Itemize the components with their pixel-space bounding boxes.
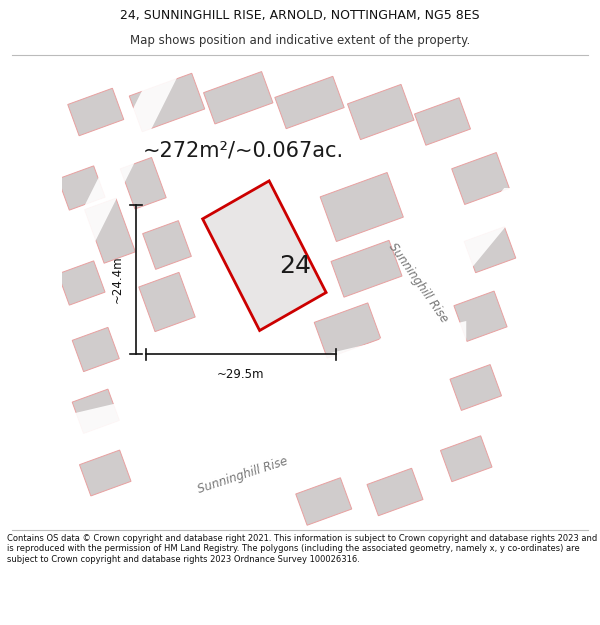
Polygon shape [72,389,119,433]
Polygon shape [139,272,195,332]
Text: Contains OS data © Crown copyright and database right 2021. This information is : Contains OS data © Crown copyright and d… [7,534,598,564]
Polygon shape [440,436,492,482]
Polygon shape [367,468,423,516]
Text: 24, SUNNINGHILL RISE, ARNOLD, NOTTINGHAM, NG5 8ES: 24, SUNNINGHILL RISE, ARNOLD, NOTTINGHAM… [120,9,480,22]
Text: ~272m²/~0.067ac.: ~272m²/~0.067ac. [142,140,344,160]
Text: Sunninghill Rise: Sunninghill Rise [196,454,290,496]
Polygon shape [464,227,516,272]
Polygon shape [371,188,538,349]
Polygon shape [121,158,166,209]
Text: ~29.5m: ~29.5m [217,369,265,381]
Polygon shape [143,221,191,269]
Polygon shape [203,181,326,331]
Polygon shape [72,328,119,372]
Polygon shape [79,450,131,496]
Polygon shape [320,173,403,241]
Text: ~24.4m: ~24.4m [111,256,124,303]
Polygon shape [58,261,105,305]
Polygon shape [203,72,273,124]
Polygon shape [347,84,414,139]
Polygon shape [452,152,509,204]
Polygon shape [62,69,181,250]
Polygon shape [314,303,381,358]
Text: Sunninghill Rise: Sunninghill Rise [386,241,451,325]
Polygon shape [85,198,136,263]
Polygon shape [62,321,466,449]
Text: Map shows position and indicative extent of the property.: Map shows position and indicative extent… [130,34,470,48]
Polygon shape [129,73,205,132]
Text: 24: 24 [279,254,311,278]
Polygon shape [454,291,507,341]
Polygon shape [296,478,352,525]
Polygon shape [450,364,502,411]
Polygon shape [331,241,402,297]
Polygon shape [68,88,124,136]
Polygon shape [58,166,105,210]
Polygon shape [415,98,470,145]
Polygon shape [275,76,344,129]
